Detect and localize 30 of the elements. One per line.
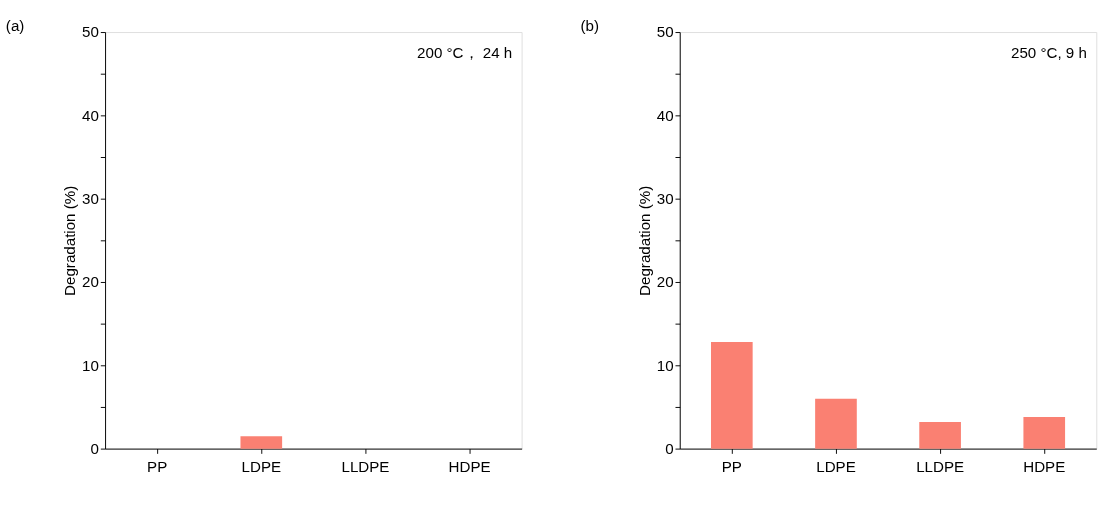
y-tick-label: 10 xyxy=(656,356,674,374)
y-tick-label: 20 xyxy=(656,273,674,291)
annotation: 250 °C, 9 h xyxy=(1011,43,1087,61)
x-tick-label: HDPE xyxy=(448,457,491,475)
y-axis-title: Degradation (%) xyxy=(61,185,79,296)
x-tick-label: PP xyxy=(721,457,742,475)
y-tick-label: 50 xyxy=(82,23,99,41)
chart-title: (a) xyxy=(5,17,25,35)
annotation: 200 °C， 24 h xyxy=(417,43,513,61)
y-tick-label: 30 xyxy=(656,189,674,207)
y-tick-label: 10 xyxy=(82,356,99,374)
bar xyxy=(815,398,857,449)
y-tick-label: 0 xyxy=(90,439,99,457)
x-tick-label: LLDPE xyxy=(916,457,965,475)
bar xyxy=(919,421,961,449)
bar xyxy=(711,341,753,449)
x-tick-label: LDPE xyxy=(816,457,856,475)
chart-title: (b) xyxy=(580,17,600,35)
x-tick-label: HDPE xyxy=(1023,457,1066,475)
x-tick-label: LDPE xyxy=(241,457,282,475)
bar xyxy=(1023,416,1066,449)
y-tick-label: 40 xyxy=(656,106,674,124)
x-tick-label: LLDPE xyxy=(341,457,390,475)
y-tick-label: 20 xyxy=(82,273,99,291)
x-tick-label: PP xyxy=(147,457,168,475)
y-tick-label: 40 xyxy=(82,106,99,124)
y-tick-label: 50 xyxy=(656,23,674,41)
y-tick-label: 30 xyxy=(82,189,99,207)
y-axis-title: Degradation (%) xyxy=(636,185,654,296)
y-tick-label: 0 xyxy=(665,439,674,457)
